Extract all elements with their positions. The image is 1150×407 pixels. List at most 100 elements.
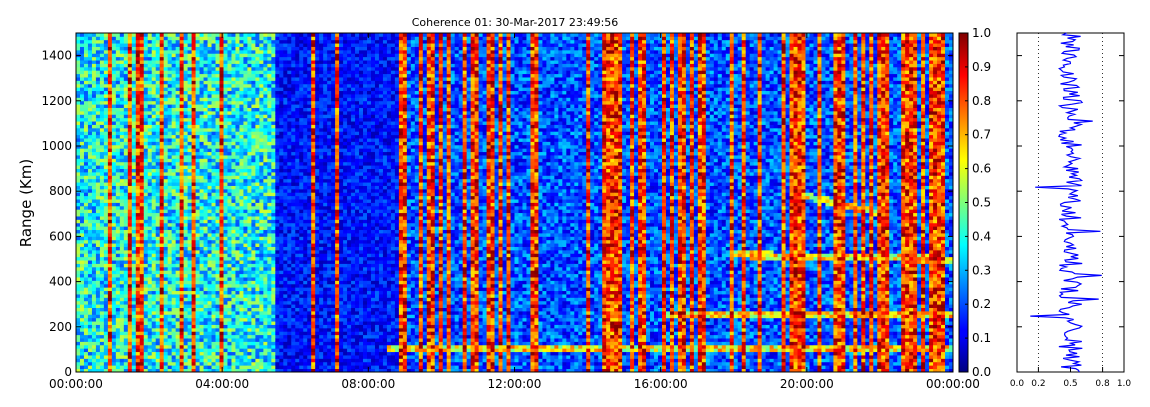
heatmap-cell <box>267 297 271 301</box>
heatmap-cell <box>96 179 100 183</box>
heatmap-cell <box>152 97 156 101</box>
heatmap-cell <box>243 253 247 257</box>
heatmap-cell <box>239 87 243 91</box>
heatmap-cell <box>212 223 216 227</box>
heatmap-cell <box>180 57 184 61</box>
heatmap-cell <box>235 345 239 349</box>
heatmap-cell <box>164 53 168 57</box>
heatmap-cell <box>92 47 96 51</box>
heatmap-cell <box>220 108 224 112</box>
heatmap-cell <box>247 284 251 288</box>
heatmap-cell <box>84 67 88 71</box>
heatmap-cell <box>216 182 220 186</box>
heatmap-cell <box>112 162 116 166</box>
heatmap-cell <box>152 335 156 339</box>
heatmap-cell <box>88 64 92 68</box>
heatmap-cell <box>216 148 220 152</box>
heatmap-cell <box>164 135 168 139</box>
heatmap-cell <box>271 169 275 173</box>
heatmap-cell <box>243 125 247 129</box>
heatmap-cell <box>148 80 152 84</box>
heatmap-cell <box>120 179 124 183</box>
heatmap-cell <box>263 104 267 108</box>
heatmap-cell <box>188 172 192 176</box>
heatmap-cell <box>116 253 120 257</box>
heatmap-cell <box>140 148 144 152</box>
heatmap-cell <box>80 243 84 247</box>
heatmap-cell <box>235 94 239 98</box>
heatmap-cell <box>216 141 220 145</box>
heatmap-cell <box>172 206 176 210</box>
heatmap-cell <box>184 270 188 274</box>
heatmap-cell <box>184 57 188 61</box>
heatmap-cell <box>216 267 220 271</box>
heatmap-cell <box>235 135 239 139</box>
heatmap-cell <box>88 257 92 261</box>
heatmap-cell <box>168 84 172 88</box>
heatmap-cell <box>271 74 275 78</box>
heatmap-cell <box>144 179 148 183</box>
heatmap-cell <box>184 67 188 71</box>
heatmap-cell <box>204 196 208 200</box>
heatmap-cell <box>271 328 275 332</box>
heatmap-cell <box>216 243 220 247</box>
heatmap-cell <box>184 260 188 264</box>
heatmap-cell <box>168 50 172 54</box>
heatmap-cell <box>200 277 204 281</box>
heatmap-cell <box>188 60 192 64</box>
heatmap-cell <box>231 169 235 173</box>
heatmap-cell <box>152 165 156 169</box>
heatmap-cell <box>267 321 271 325</box>
heatmap-cell <box>231 260 235 264</box>
heatmap-cell <box>112 131 116 135</box>
heatmap-cell <box>108 158 112 162</box>
heatmap-cell <box>152 80 156 84</box>
heatmap-cell <box>168 43 172 47</box>
heatmap-cell <box>164 141 168 145</box>
heatmap-cell <box>180 33 184 37</box>
heatmap-cell <box>251 186 255 190</box>
heatmap-cell <box>92 111 96 115</box>
heatmap-cell <box>212 60 216 64</box>
heatmap-cell <box>88 226 92 230</box>
heatmap-cell <box>76 274 80 278</box>
heatmap-cell <box>104 152 108 156</box>
heatmap-cell <box>104 108 108 112</box>
heatmap-cell <box>180 216 184 220</box>
heatmap-cell <box>259 91 263 95</box>
heatmap-cell <box>132 308 136 312</box>
heatmap-cell <box>88 243 92 247</box>
heatmap-cell <box>104 104 108 108</box>
heatmap-cell <box>108 274 112 278</box>
heatmap-cell <box>259 36 263 40</box>
heatmap-cell <box>136 243 140 247</box>
heatmap-cell <box>212 247 216 251</box>
heatmap-cell <box>263 362 267 366</box>
heatmap-cell <box>172 325 176 329</box>
heatmap-cell <box>168 199 172 203</box>
heatmap-cell <box>160 94 164 98</box>
heatmap-cell <box>116 328 120 332</box>
heatmap-cell <box>116 80 120 84</box>
heatmap-cell <box>239 145 243 149</box>
heatmap-cell <box>255 308 259 312</box>
heatmap-cell <box>192 253 196 257</box>
heatmap-cell <box>192 240 196 244</box>
heatmap-cell <box>227 33 231 37</box>
heatmap-cell <box>168 192 172 196</box>
heatmap-cell <box>263 36 267 40</box>
heatmap-cell <box>120 294 124 298</box>
heatmap-cell <box>124 64 128 68</box>
heatmap-cell <box>176 57 180 61</box>
heatmap-cell <box>200 70 204 74</box>
heatmap-cell <box>192 203 196 207</box>
heatmap-cell <box>263 33 267 37</box>
heatmap-cell <box>132 314 136 318</box>
heatmap-cell <box>196 311 200 315</box>
heatmap-cell <box>204 311 208 315</box>
heatmap-cell <box>239 80 243 84</box>
heatmap-cell <box>200 135 204 139</box>
heatmap-cell <box>188 131 192 135</box>
heatmap-cell <box>160 250 164 254</box>
heatmap-cell <box>239 338 243 342</box>
